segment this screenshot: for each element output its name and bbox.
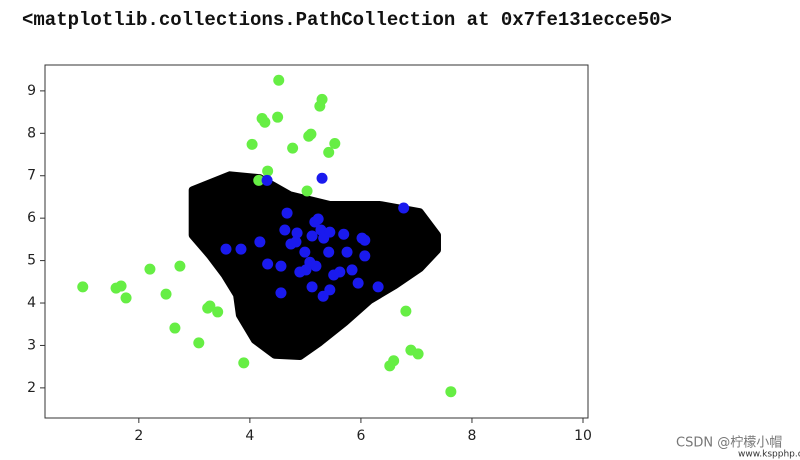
point [372, 281, 384, 293]
point [238, 357, 250, 369]
point [359, 234, 371, 246]
point [306, 230, 318, 242]
point [261, 174, 273, 186]
x-tick-label: 2 [134, 428, 143, 444]
y-tick-label: 9 [27, 83, 36, 99]
point [246, 138, 258, 150]
point [328, 269, 340, 281]
point [303, 130, 315, 142]
plot-frame [44, 64, 589, 419]
y-tick-label: 2 [27, 380, 36, 396]
point [273, 74, 285, 86]
point [299, 246, 311, 258]
x-tick-label: 6 [356, 428, 365, 444]
point [193, 337, 205, 349]
point [220, 243, 232, 255]
point [287, 142, 299, 154]
y-tick-label: 3 [27, 337, 36, 353]
point [346, 264, 358, 276]
point [324, 226, 336, 238]
point [174, 260, 186, 272]
point [306, 281, 318, 293]
point [169, 322, 181, 334]
point [352, 277, 364, 289]
point [120, 292, 132, 304]
point [341, 246, 353, 258]
watermark: CSDN @柠檬小帽 [676, 435, 782, 451]
point [412, 348, 424, 360]
point [254, 236, 266, 248]
point [281, 207, 293, 219]
point [384, 360, 396, 372]
y-tick-label: 6 [27, 210, 36, 226]
point [301, 185, 313, 197]
y-tick-label: 4 [27, 295, 36, 311]
point [329, 137, 341, 149]
point [144, 263, 156, 275]
point [316, 172, 328, 184]
point [290, 236, 302, 248]
output-text: <matplotlib.collections.PathCollection a… [22, 9, 672, 31]
y-tick-label: 7 [27, 168, 36, 184]
point [445, 386, 457, 398]
point [160, 288, 172, 300]
point [317, 290, 329, 302]
x-tick-label: 8 [467, 428, 476, 444]
point [77, 281, 89, 293]
point [359, 250, 371, 262]
point [338, 228, 350, 240]
point [312, 213, 324, 225]
point [275, 287, 287, 299]
point [272, 111, 284, 123]
point [323, 246, 335, 258]
point [212, 306, 224, 318]
point [259, 116, 271, 128]
point [400, 305, 412, 317]
point [253, 174, 265, 186]
point [294, 266, 306, 278]
point [323, 146, 335, 158]
y-tick-label: 5 [27, 253, 36, 269]
point [279, 224, 291, 236]
point [115, 280, 127, 292]
point [310, 260, 322, 272]
point [262, 165, 274, 177]
watermark-site: www.kspphp.online [738, 450, 800, 460]
point [291, 227, 303, 239]
point [314, 100, 326, 112]
point [262, 258, 274, 270]
y-tick-label: 8 [27, 125, 36, 141]
x-tick-label: 4 [245, 428, 254, 444]
x-tick-label: 10 [574, 428, 592, 444]
point [398, 202, 410, 214]
point [202, 302, 214, 314]
point [275, 260, 287, 272]
point [235, 243, 247, 255]
